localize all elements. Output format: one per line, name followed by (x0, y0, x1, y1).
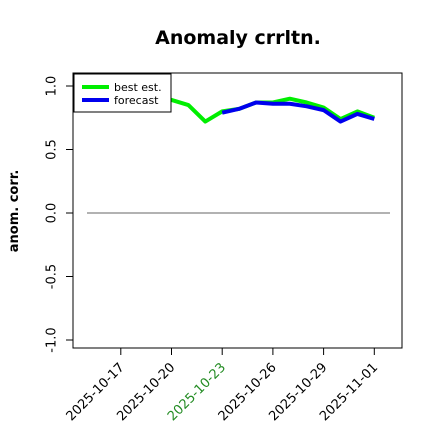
legend-label-best-est: best est. (114, 81, 162, 94)
series-line-forecast (221, 100, 375, 124)
y-axis-label: anom. corr. (7, 170, 22, 253)
y-tick-label: 1.0 (45, 76, 60, 97)
y-tick-label: 0.5 (45, 139, 60, 160)
series-group (154, 92, 376, 124)
y-tick-label: 0.0 (45, 203, 60, 224)
series-line-best-est (154, 92, 376, 124)
x-axis: 2025-10-172025-10-202025-10-232025-10-26… (64, 348, 381, 424)
y-tick-label: -0.5 (45, 264, 60, 289)
y-axis: -1.0 -0.5 0.0 0.5 1.0 (45, 76, 73, 353)
legend-label-forecast: forecast (114, 94, 159, 107)
legend-box (73, 73, 172, 113)
plot-frame (72, 72, 403, 349)
legend: best est. forecast (73, 73, 172, 113)
chart-title: Anomaly crrltn. (155, 27, 321, 49)
y-tick-label: -1.0 (45, 327, 60, 352)
